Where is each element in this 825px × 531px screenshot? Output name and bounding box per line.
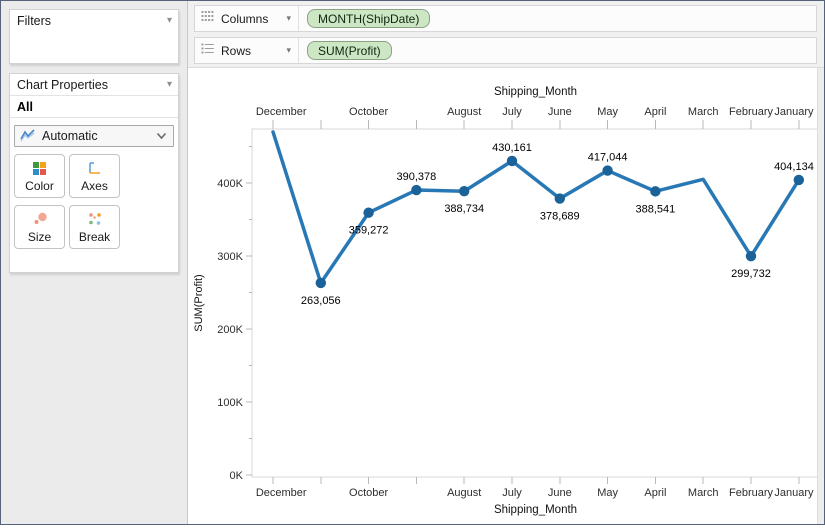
filters-panel-header: Filters ▾ xyxy=(10,10,178,32)
x-tick-label-bottom: May xyxy=(597,487,618,499)
x-tick-label-top: May xyxy=(597,106,618,118)
break-button-label: Break xyxy=(78,229,111,244)
x-tick-label-top: July xyxy=(502,106,522,118)
x-tick-label-top: October xyxy=(349,106,388,118)
size-button[interactable]: Size xyxy=(14,205,65,249)
columns-pill-month-shipdate[interactable]: MONTH(ShipDate) xyxy=(307,9,431,28)
filters-panel-title: Filters xyxy=(17,14,52,28)
columns-shelf[interactable]: Columns ▾ MONTH(ShipDate) xyxy=(194,5,817,32)
x-tick-label-bottom: March xyxy=(688,487,719,499)
color-button[interactable]: Color xyxy=(14,154,65,198)
data-point[interactable] xyxy=(363,207,374,218)
data-point-label: 378,689 xyxy=(540,211,580,223)
rows-list-icon xyxy=(201,42,214,60)
x-tick-label-bottom: January xyxy=(774,487,814,499)
chart-properties-header: Chart Properties ▾ xyxy=(10,74,178,96)
data-point[interactable] xyxy=(411,184,422,196)
data-point-label: 388,541 xyxy=(636,203,676,215)
data-point-label: 404,134 xyxy=(774,161,814,173)
mark-type-value: Automatic xyxy=(42,129,98,143)
data-point-label: 417,044 xyxy=(588,152,628,164)
filters-panel: Filters ▾ xyxy=(9,9,179,64)
data-point[interactable] xyxy=(745,250,757,262)
chevron-down-icon xyxy=(156,129,167,143)
break-button[interactable]: Break xyxy=(69,205,120,249)
size-circles-icon xyxy=(32,211,48,229)
collapse-icon[interactable]: ▾ xyxy=(166,15,172,26)
chart-properties-panel: Chart Properties ▾ All Automatic xyxy=(9,73,179,273)
data-point[interactable] xyxy=(602,165,613,176)
y-axis-title: SUM(Profit) xyxy=(193,274,205,331)
collapse-icon[interactable]: ▾ xyxy=(166,78,172,90)
data-point-label: 299,732 xyxy=(731,268,771,280)
axes-button[interactable]: Axes xyxy=(69,154,120,198)
sidebar: Filters ▾ Chart Properties ▾ All Autom xyxy=(1,1,188,524)
data-point[interactable] xyxy=(315,277,326,289)
mark-buttons: Color Axes xyxy=(10,153,178,255)
data-point[interactable] xyxy=(793,174,804,186)
y-tick-label: 200K xyxy=(217,324,243,336)
x-tick-label-top: February xyxy=(729,106,774,118)
axes-button-label: Axes xyxy=(81,178,108,193)
data-point[interactable] xyxy=(459,186,470,197)
break-dots-icon xyxy=(87,211,103,229)
y-tick-label: 300K xyxy=(217,251,243,263)
x-tick-label-bottom: April xyxy=(644,487,666,499)
x-tick-label-top: August xyxy=(447,106,481,118)
columns-grid-icon xyxy=(201,10,214,28)
x-tick-label-bottom: December xyxy=(256,487,307,499)
scope-label-all: All xyxy=(10,96,178,118)
color-swatches-icon xyxy=(32,160,47,178)
columns-shelf-label: Columns xyxy=(221,11,269,26)
profit-line[interactable] xyxy=(271,130,801,285)
shelf-bar: Columns ▾ MONTH(ShipDate) Rows xyxy=(188,1,824,68)
y-tick-label: 0K xyxy=(230,470,244,482)
x-tick-label-top: April xyxy=(644,106,666,118)
x-tick-label-top: June xyxy=(548,106,572,118)
data-point[interactable] xyxy=(554,193,565,204)
y-tick-label: 400K xyxy=(217,178,243,190)
caret-down-icon[interactable]: ▾ xyxy=(286,13,291,23)
caret-down-icon[interactable]: ▾ xyxy=(286,45,291,55)
top-axis-title: Shipping_Month xyxy=(494,86,577,98)
rows-shelf[interactable]: Rows ▾ SUM(Profit) xyxy=(194,37,817,64)
x-tick-label-bottom: July xyxy=(502,487,522,499)
data-point[interactable] xyxy=(650,186,661,197)
x-tick-label-top: January xyxy=(774,106,814,118)
size-button-label: Size xyxy=(27,229,52,244)
color-button-label: Color xyxy=(25,178,54,193)
rows-shelf-label: Rows xyxy=(221,43,252,58)
x-tick-label-bottom: June xyxy=(548,487,572,499)
data-point-label: 263,056 xyxy=(301,295,341,307)
chart-properties-title: Chart Properties xyxy=(17,77,109,92)
profit-line-chart: Shipping_Month Shipping_Month December Dece… xyxy=(193,86,820,516)
line-chart-icon xyxy=(20,128,36,145)
data-point-label: 430,161 xyxy=(492,142,532,154)
rows-shelf-label-zone[interactable]: Rows ▾ xyxy=(195,38,299,63)
mark-type-dropdown[interactable]: Automatic xyxy=(14,125,174,147)
data-point-label: 390,378 xyxy=(397,171,437,183)
y-tick-label: 100K xyxy=(217,397,243,409)
data-point-label: 388,734 xyxy=(444,203,484,215)
x-tick-label-top: March xyxy=(688,106,719,118)
data-point-label: 359,272 xyxy=(349,225,389,237)
bottom-axis-title: Shipping_Month xyxy=(494,504,577,516)
x-tick-label-top: December xyxy=(256,106,307,118)
x-tick-label-bottom: October xyxy=(349,487,388,499)
data-point[interactable] xyxy=(506,155,518,167)
x-tick-label-bottom: August xyxy=(447,487,481,499)
x-tick-label-bottom: February xyxy=(729,487,774,499)
rows-pill-sum-profit[interactable]: SUM(Profit) xyxy=(307,41,392,60)
axes-icon xyxy=(87,160,102,178)
columns-shelf-label-zone[interactable]: Columns ▾ xyxy=(195,6,299,31)
chart-view: Shipping_Month Shipping_Month December Dece… xyxy=(188,68,824,524)
right-scrollbar-track[interactable] xyxy=(817,68,824,524)
